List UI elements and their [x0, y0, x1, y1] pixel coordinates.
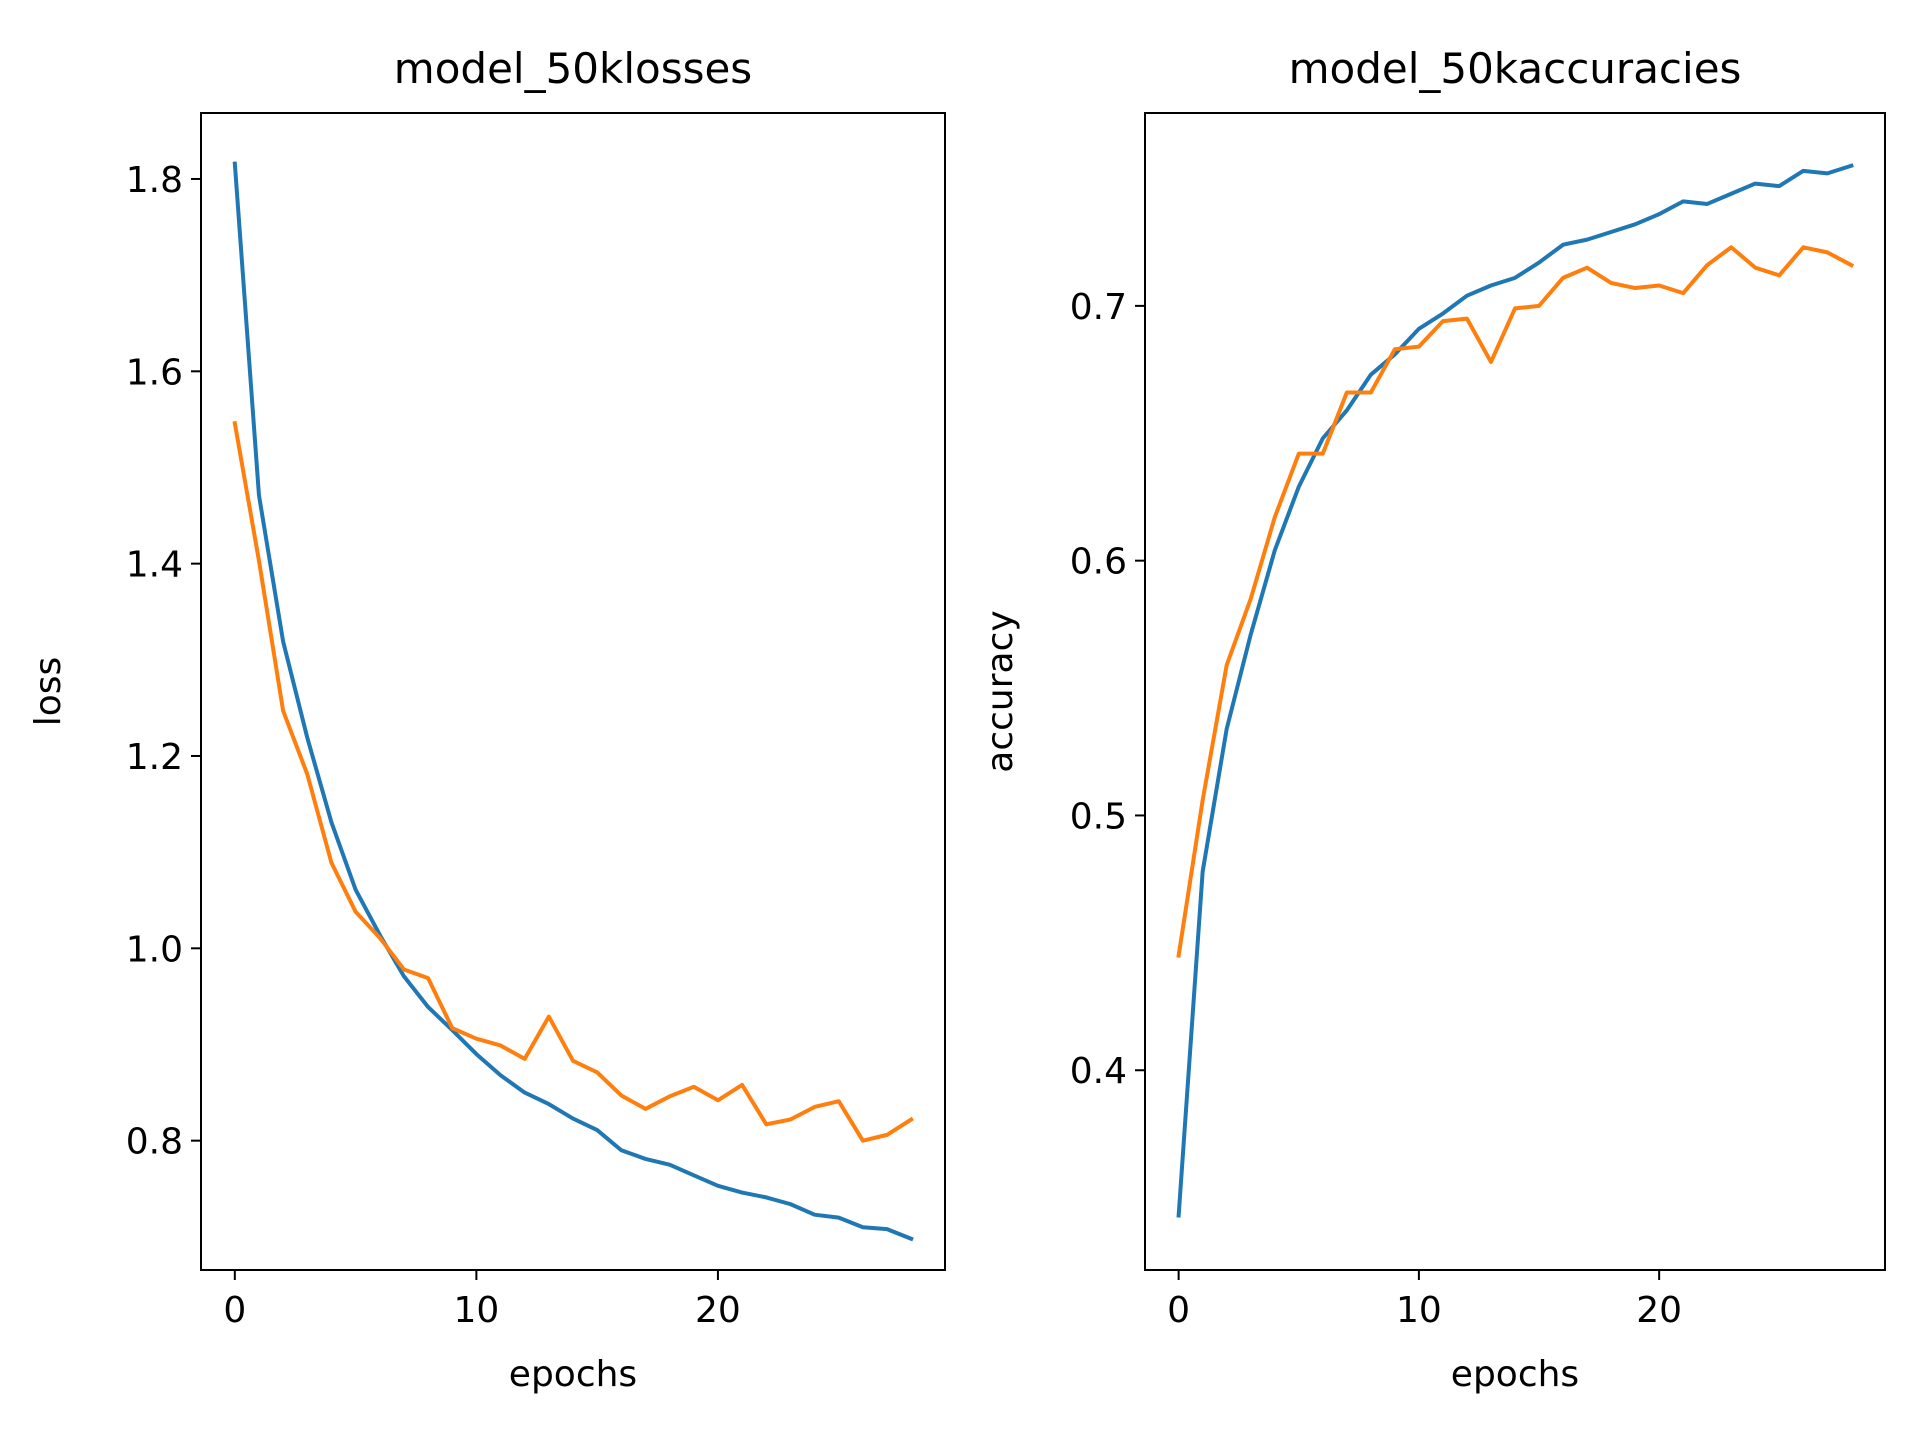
accuracy-chart-panel: model_50kaccuracies 0 10 20 0.4 0.5 0.6 0.7 epoc…: [980, 44, 1886, 1395]
loss-y-axis-label: loss: [28, 657, 69, 727]
accuracy-x-tick-label: 10: [1396, 1290, 1442, 1331]
accuracy-y-tick-label: 0.6: [1070, 542, 1127, 583]
accuracy-series-line-2: [1176, 245, 1855, 958]
loss-y-tick-label: 1.0: [126, 929, 183, 970]
accuracy-y-tick-label: 0.4: [1070, 1051, 1127, 1092]
loss-x-tick-label: 10: [453, 1290, 499, 1331]
loss-x-axis-label: epochs: [509, 1354, 637, 1395]
loss-y-tick-label: 1.8: [126, 160, 183, 201]
loss-y-tick-label: 0.8: [126, 1122, 183, 1163]
loss-y-tick-label: 1.4: [126, 545, 183, 586]
loss-axes-frame: [200, 112, 946, 1271]
accuracy-y-tick-label: 0.7: [1070, 287, 1127, 328]
accuracy-chart-title: model_50kaccuracies: [1289, 44, 1742, 93]
loss-x-tick-label: 20: [695, 1290, 741, 1331]
loss-y-tick-label: 1.2: [126, 737, 183, 778]
accuracy-x-tick-label: 0: [1167, 1290, 1190, 1331]
loss-series-line-1: [232, 161, 914, 1242]
accuracy-x-axis-label: epochs: [1451, 1354, 1579, 1395]
accuracy-series-line-1: [1176, 163, 1854, 1218]
loss-y-tick-label: 1.6: [126, 352, 183, 393]
loss-chart-title: model_50klosses: [394, 44, 752, 93]
loss-series-line-2: [232, 420, 914, 1143]
accuracy-x-tick-label: 20: [1636, 1290, 1682, 1331]
loss-x-tick-label: 0: [223, 1290, 246, 1331]
accuracy-y-tick-label: 0.5: [1070, 796, 1127, 837]
loss-chart-panel: model_50klosses 0 10 20 0.8 1.0 1.2 1.4 1.6 1.8 ep…: [28, 44, 946, 1395]
accuracy-axes-frame: [1144, 112, 1886, 1271]
accuracy-y-axis-label: accuracy: [980, 610, 1021, 772]
